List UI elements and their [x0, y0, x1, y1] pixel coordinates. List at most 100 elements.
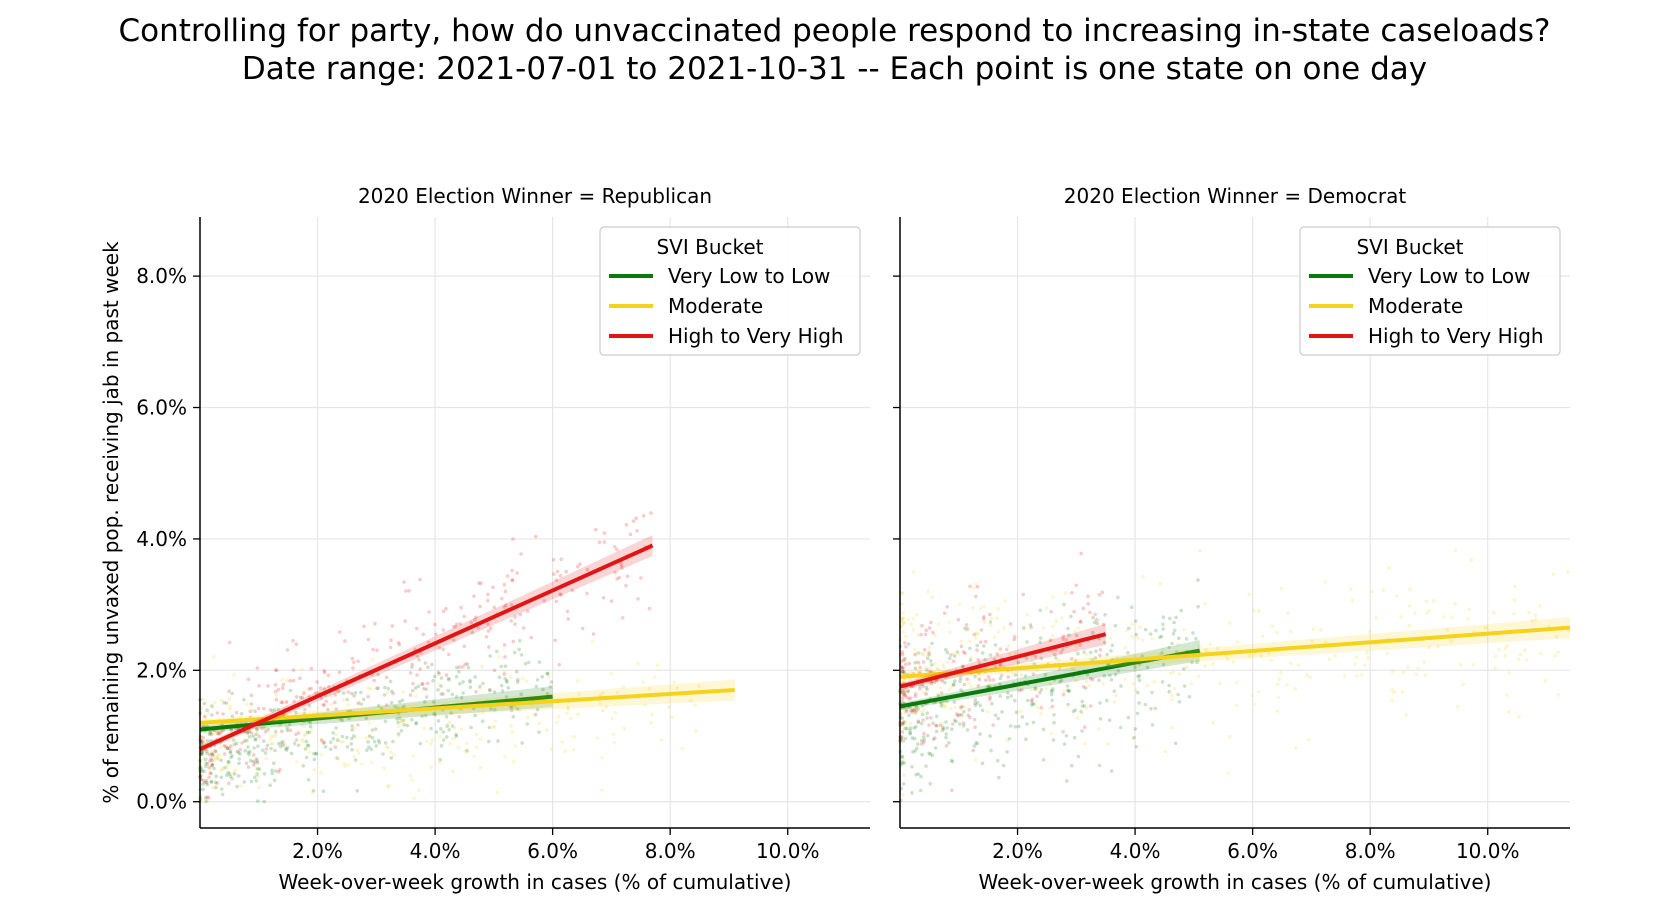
scatter-point [946, 660, 950, 664]
scatter-point [598, 693, 603, 697]
scatter-point [478, 737, 483, 741]
scatter-point [1274, 630, 1279, 635]
scatter-point [998, 647, 1003, 651]
scatter-point [1005, 647, 1009, 652]
scatter-point [504, 695, 509, 699]
scatter-point [1041, 727, 1046, 732]
scatter-point [901, 667, 905, 671]
scatter-point [468, 678, 472, 683]
scatter-point [356, 659, 360, 664]
scatter-point [208, 730, 213, 735]
scatter-point [232, 772, 237, 776]
scatter-point [1061, 730, 1065, 734]
scatter-point [400, 698, 405, 703]
scatter-point [958, 676, 963, 680]
scatter-point [235, 784, 239, 789]
scatter-point [1060, 616, 1064, 620]
scatter-point [303, 707, 307, 712]
scatter-point [593, 527, 598, 532]
scatter-point [397, 642, 402, 647]
scatter-point [1041, 758, 1046, 762]
scatter-point [509, 708, 514, 713]
scatter-point [1013, 673, 1018, 677]
scatter-point [206, 711, 210, 716]
scatter-point [219, 729, 224, 733]
scatter-point [225, 746, 230, 751]
scatter-point [518, 638, 522, 643]
scatter-point [526, 715, 530, 720]
scatter-point [302, 690, 307, 694]
scatter-point [410, 689, 415, 693]
scatter-point [911, 616, 915, 621]
scatter-point [519, 692, 523, 696]
scatter-point [1471, 663, 1476, 667]
scatter-point [900, 623, 905, 627]
scatter-point [1163, 749, 1168, 754]
scatter-point [924, 764, 928, 768]
scatter-point [563, 749, 567, 753]
scatter-point [947, 620, 952, 625]
scatter-point [945, 605, 949, 609]
scatter-point [371, 647, 375, 652]
scatter-point [492, 668, 497, 673]
scatter-point [366, 695, 370, 699]
scatter-point [904, 707, 909, 712]
scatter-point [280, 677, 284, 682]
scatter-point [242, 697, 246, 702]
scatter-point [910, 791, 914, 795]
scatter-point [1073, 708, 1078, 712]
scatter-point [993, 643, 998, 647]
scatter-point [266, 684, 270, 688]
scatter-point [224, 766, 229, 770]
scatter-point [1194, 636, 1198, 641]
scatter-point [987, 684, 991, 688]
scatter-point [1062, 689, 1066, 694]
scatter-point [253, 760, 257, 765]
scatter-point [932, 680, 937, 685]
scatter-point [335, 691, 340, 695]
scatter-point [254, 737, 258, 741]
scatter-point [307, 687, 312, 691]
scatter-point [255, 760, 260, 765]
scatter-point [437, 646, 442, 650]
scatter-point [912, 726, 916, 730]
scatter-point [367, 721, 372, 725]
scatter-point [1492, 611, 1496, 615]
scatter-point [1365, 650, 1369, 655]
scatter-point [1228, 621, 1232, 625]
scatter-point [909, 708, 913, 713]
scatter-point [1136, 674, 1140, 679]
scatter-point [308, 724, 313, 729]
scatter-point [221, 712, 225, 716]
scatter-point [203, 739, 208, 744]
scatter-point [1293, 746, 1298, 750]
scatter-point [276, 707, 281, 712]
scatter-point [322, 670, 327, 675]
scatter-point [902, 761, 907, 765]
scatter-point [961, 723, 966, 728]
scatter-point [1006, 675, 1010, 679]
scatter-point [1512, 611, 1516, 616]
scatter-point [369, 760, 374, 765]
scatter-point [953, 679, 957, 683]
scatter-point [1505, 644, 1509, 648]
scatter-point [1176, 642, 1180, 646]
scatter-point [212, 766, 216, 771]
scatter-point [933, 662, 937, 666]
scatter-point [449, 711, 454, 715]
scatter-point [958, 679, 962, 683]
scatter-point [425, 739, 429, 744]
scatter-point [469, 725, 473, 730]
scatter-point [268, 783, 272, 787]
scatter-point [447, 677, 451, 682]
scatter-point [410, 665, 414, 669]
scatter-point [262, 726, 267, 730]
scatter-point [203, 757, 208, 762]
scatter-point [253, 775, 257, 779]
scatter-point [927, 650, 931, 655]
scatter-point [1196, 659, 1201, 664]
scatter-point [921, 740, 926, 745]
scatter-point [502, 672, 507, 676]
scatter-point [500, 596, 504, 601]
scatter-point [256, 706, 261, 711]
